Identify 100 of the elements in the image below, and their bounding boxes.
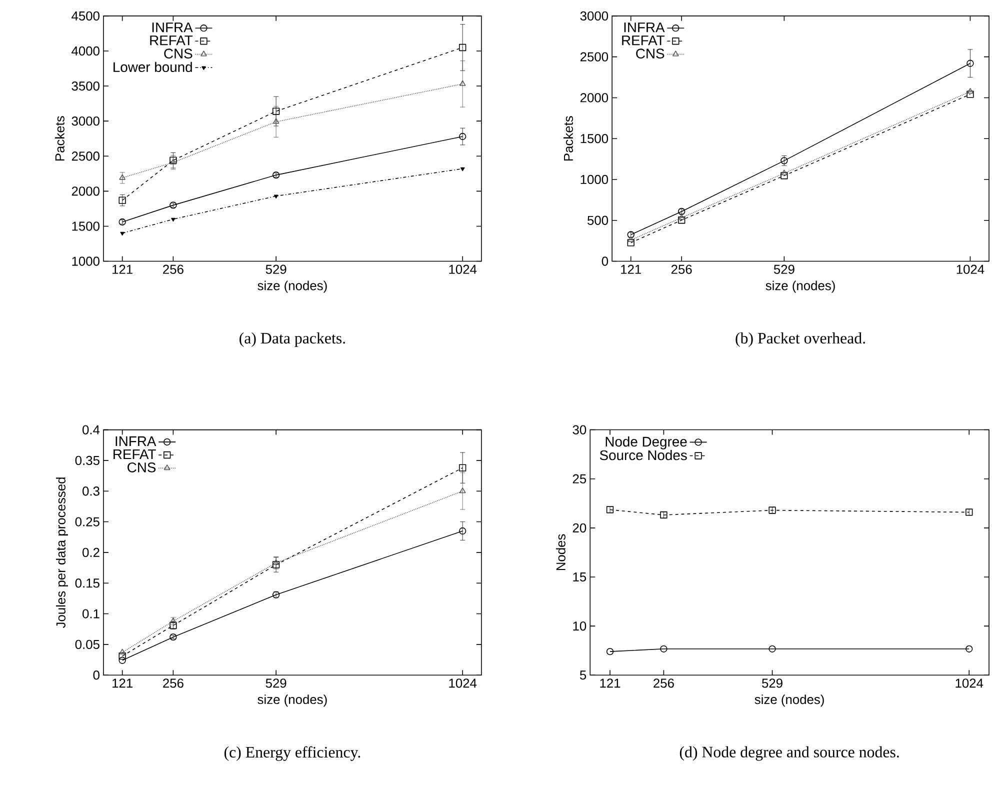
- y-tick-label: 0.35: [75, 456, 100, 466]
- y-tick-label: 0: [93, 670, 100, 680]
- point: [768, 645, 776, 653]
- point: [459, 80, 466, 86]
- y-axis-title: Joules per data processed: [56, 478, 68, 628]
- y-tick-label: 1000: [72, 256, 100, 266]
- y-tick-label: 1500: [580, 134, 608, 144]
- point: [171, 218, 176, 222]
- x-tick-label: 256: [654, 678, 674, 688]
- point: [119, 174, 126, 180]
- point: [272, 118, 280, 124]
- y-tick-label: 4500: [72, 11, 100, 21]
- point: [118, 652, 126, 660]
- x-tick-label: 121: [112, 264, 132, 274]
- y-axis-title: Packets: [564, 116, 573, 161]
- y-tick-label: 0.4: [82, 425, 100, 434]
- x-axis-title: size (nodes): [258, 280, 327, 293]
- legend-label: CNS: [128, 462, 156, 472]
- point: [780, 172, 788, 180]
- y-axis-title: Nodes: [556, 534, 566, 570]
- legend-label: Node Degree: [606, 436, 687, 450]
- y-tick-label: 2500: [72, 152, 100, 161]
- x-tick-label: 256: [671, 264, 692, 274]
- point: [627, 239, 634, 246]
- legend-label: INFRA: [116, 436, 156, 446]
- x-tick-label: 529: [266, 678, 286, 688]
- x-tick-label: 529: [762, 678, 782, 688]
- point: [118, 656, 126, 664]
- y-tick-label: 4000: [72, 46, 100, 56]
- text: (c) Energy efficiency.: [224, 746, 360, 761]
- x-tick-label: 1024: [956, 678, 984, 688]
- x-tick-label: 121: [621, 264, 642, 274]
- point: [118, 196, 126, 204]
- legend-label: CNS: [164, 48, 192, 59]
- legend-label: REFAT: [114, 450, 156, 460]
- point: [459, 464, 466, 472]
- point: [119, 648, 126, 655]
- legend-label: Source Nodes: [600, 450, 687, 460]
- y-tick-label: 2500: [580, 52, 608, 62]
- point: [678, 216, 686, 224]
- point: [459, 133, 466, 140]
- y-tick-label: 3500: [72, 82, 100, 91]
- point: [966, 645, 973, 653]
- y-tick-label: 2000: [72, 186, 100, 196]
- legend-label: REFAT: [150, 36, 193, 46]
- y-tick-label: 0: [602, 256, 608, 266]
- legend-label: CNS: [636, 48, 664, 59]
- x-axis-title: size (nodes): [754, 694, 824, 707]
- point: [460, 167, 465, 172]
- x-axis-title: size (nodes): [258, 694, 327, 707]
- text: (b) Packet overhead.: [736, 332, 866, 347]
- y-tick-label: 0.15: [75, 578, 100, 588]
- point: [966, 60, 974, 68]
- point: [459, 528, 466, 535]
- y-tick-label: 0.1: [82, 609, 100, 618]
- point: [459, 44, 466, 52]
- point: [967, 88, 974, 94]
- point: [628, 236, 634, 242]
- y-tick-label: 1500: [72, 222, 100, 231]
- y-axis-title: Packets: [54, 116, 64, 161]
- y-tick-label: 2000: [580, 93, 608, 102]
- legend-label: REFAT: [622, 36, 664, 46]
- x-tick-label: 529: [774, 264, 794, 274]
- x-tick-label: 256: [163, 264, 184, 274]
- y-tick-label: 30: [572, 425, 586, 434]
- text: (d) Node degree and source nodes.: [680, 746, 899, 761]
- y-tick-label: 10: [573, 622, 586, 631]
- point: [606, 648, 614, 656]
- x-tick-label: 1024: [449, 678, 477, 688]
- point: [459, 488, 466, 494]
- y-tick-label: 500: [588, 216, 608, 226]
- point: [660, 645, 668, 653]
- y-tick-label: 3000: [72, 116, 100, 126]
- point: [274, 194, 278, 199]
- x-tick-label: 1024: [449, 264, 477, 274]
- y-tick-label: 0.3: [82, 486, 100, 496]
- x-tick-label: 121: [112, 678, 132, 688]
- point: [120, 232, 124, 236]
- y-tick-label: 15: [573, 572, 586, 582]
- point: [966, 90, 974, 98]
- y-tick-label: 0.05: [75, 640, 100, 650]
- y-tick-label: 1000: [580, 175, 608, 184]
- legend-label: Lower bound: [114, 62, 192, 72]
- legend-label: INFRA: [624, 22, 665, 32]
- y-tick-label: 0.25: [75, 517, 100, 526]
- x-axis-title: size (nodes): [766, 280, 835, 293]
- y-tick-label: 25: [572, 474, 586, 484]
- point: [781, 170, 788, 176]
- y-tick-label: 0.2: [82, 548, 100, 558]
- legend-label: INFRA: [152, 22, 193, 32]
- y-tick-label: 5: [580, 670, 586, 680]
- x-tick-label: 121: [600, 678, 620, 688]
- x-tick-label: 1024: [956, 264, 984, 274]
- point: [272, 108, 280, 115]
- x-tick-label: 529: [266, 264, 286, 274]
- y-tick-label: 20: [572, 523, 586, 533]
- y-tick-label: 3000: [580, 11, 608, 21]
- text: (a) Data packets.: [240, 332, 346, 347]
- x-tick-label: 256: [163, 678, 184, 688]
- point: [678, 214, 685, 220]
